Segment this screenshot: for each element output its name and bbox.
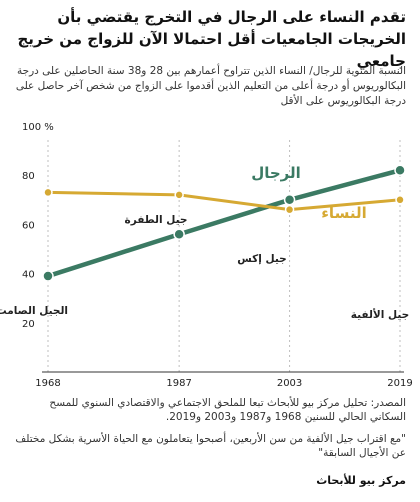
y-tick-label-0: 20 <box>22 319 35 330</box>
series-lines <box>42 164 406 282</box>
generation-label-1: جيل الطفرة <box>125 214 188 226</box>
series-0-point-2 <box>283 194 296 206</box>
x-tick-label-0: 1968 <box>35 378 60 389</box>
y-tick-label-2: 60 <box>22 220 35 231</box>
generation-label-2: جيل إكس <box>237 253 286 265</box>
x-tick-label-1: 1987 <box>166 378 191 389</box>
x-tick-label-3: 2019 <box>387 378 412 389</box>
chart-title: تقدم النساء على الرجال في التخرج يقتضي ب… <box>17 8 406 70</box>
grid-lines <box>47 140 401 372</box>
series-1-point-0 <box>43 187 53 198</box>
y-tick-labels: 20 40 60 80 100 % <box>22 122 54 330</box>
series-line-1 <box>46 190 402 212</box>
organization-name: مركز بيو للأبحاث <box>316 474 406 487</box>
source-note: المصدر: تحليل مركز بيو للأبحاث تبعا للمل… <box>49 397 406 423</box>
series-0-point-1 <box>173 228 185 240</box>
y-tick-label-1: 40 <box>22 270 35 281</box>
y-tick-label-4: 100 % <box>22 122 54 133</box>
series-label-1: النساء <box>321 204 366 222</box>
generation-label-3: جيل الألفية <box>351 308 409 321</box>
x-tick-labels: 1968 1987 2003 2019 <box>35 378 412 389</box>
series-1-point-3 <box>395 195 405 205</box>
generation-label-0: الجيل الصامت <box>0 305 68 317</box>
series-1-point-1 <box>174 190 184 200</box>
chart-subtitle: النسبة المئوية للرجال/ النساء الذين تترا… <box>15 65 406 107</box>
series-0-point-0 <box>42 270 54 282</box>
y-tick-label-3: 80 <box>22 171 35 182</box>
series-labels: الرجال النساء <box>251 164 367 222</box>
quote-note: "مع اقتراب جيل الألفية من سن الأربعين، أ… <box>15 433 406 459</box>
series-line-0 <box>45 168 403 279</box>
series-label-0: الرجال <box>251 164 301 182</box>
x-tick-label-2: 2003 <box>277 378 302 389</box>
series-1-point-2 <box>284 204 295 215</box>
series-0-point-3 <box>394 164 406 177</box>
generation-labels: الجيل الصامت جيل الطفرة جيل إكس جيل الألفية <box>0 214 409 321</box>
